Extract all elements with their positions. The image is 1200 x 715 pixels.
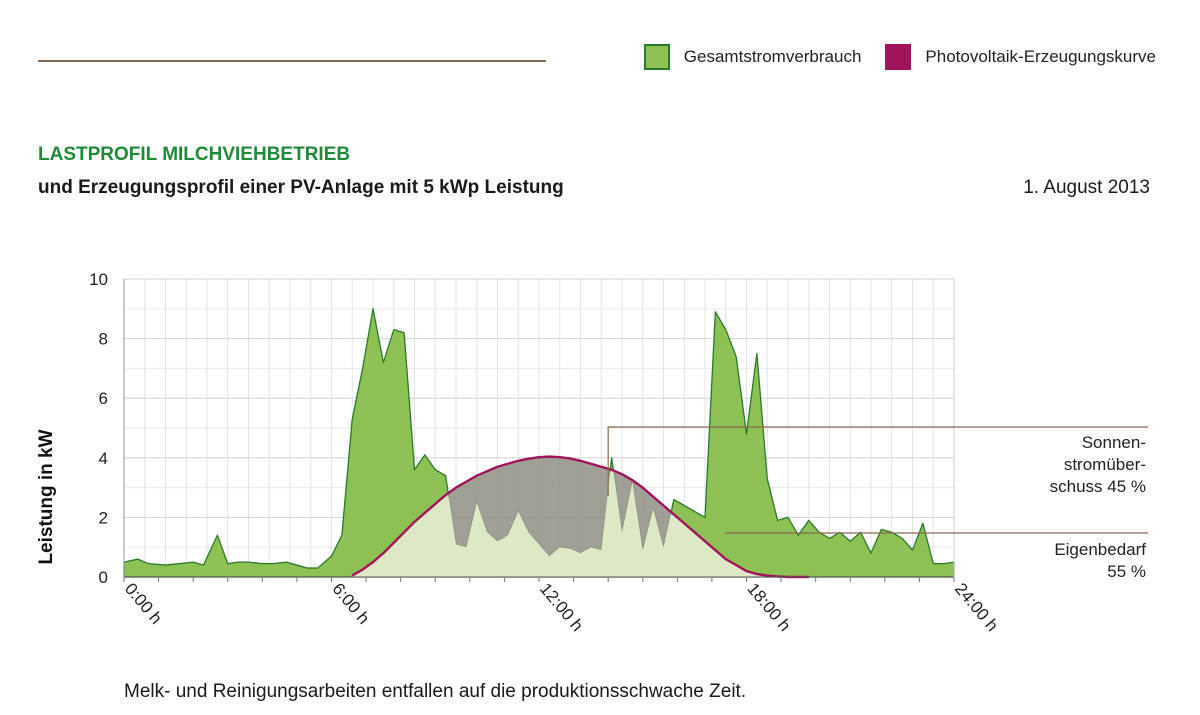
annotation-text-surplus: schuss 45 % [1050,477,1146,496]
x-tick-label: 6:00 h [328,579,373,627]
axes: 0 2 4 6 8 10 0:00 h 6:00 h 12:00 h 18:00 h 24:00 h [89,270,1002,635]
legend-label-pv: Photovoltaik-Erzeugungskurve [925,47,1156,66]
y-tick-label: 6 [99,389,108,408]
chart-caption: Melk- und Reinigungsarbeiten entfallen a… [124,681,747,702]
x-tick-label: 18:00 h [743,579,794,635]
x-tick-label: 24:00 h [951,579,1002,635]
chart-date: 1. August 2013 [1023,177,1150,198]
pv-curve-line [351,455,809,579]
legend: Gesamtstromverbrauch Photovoltaik-Erzeug… [620,44,1156,70]
chart-title: LASTPROFIL MILCHVIEHBETRIEB [38,144,351,165]
y-tick-label: 8 [99,330,108,349]
annotation-line-surplus [607,426,1148,496]
annotation-text-selfuse: 55 % [1107,562,1146,581]
annotation-text-selfuse: Eigenbedarf [1054,540,1146,559]
y-tick-label: 4 [99,449,108,468]
chart-subtitle: und Erzeugungsprofil einer PV-Anlage mit… [38,177,564,198]
y-axis-label: Leistung in kW [36,429,57,564]
legend-swatch-pv [885,44,912,70]
areas [123,308,955,579]
pv-self-use-area [352,469,809,577]
annotations: Sonnen-stromüber-schuss 45 % Eigenbedarf 5… [607,426,1148,581]
annotation-text-surplus: stromüber- [1064,455,1146,474]
x-tick-label: 12:00 h [536,579,587,635]
x-tick-label: 0:00 h [121,579,166,627]
y-tick-label: 0 [99,568,108,587]
header-rule [38,60,546,62]
y-tick-label: 10 [89,270,108,289]
legend-item-pv: Photovoltaik-Erzeugungskurve [885,44,1156,70]
legend-label-consumption: Gesamtstromverbrauch [683,47,862,66]
y-tick-label: 2 [99,508,108,527]
legend-swatch-consumption [643,44,670,70]
legend-item-consumption: Gesamtstromverbrauch [643,44,862,70]
annotation-text-surplus: Sonnen- [1082,433,1146,452]
